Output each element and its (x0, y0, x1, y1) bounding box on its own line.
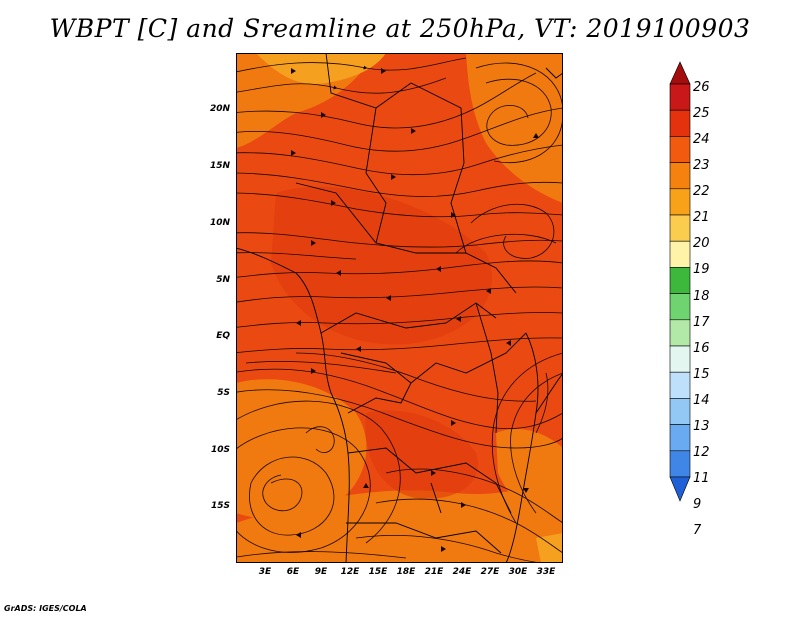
lon-label-27e: 27E (480, 567, 500, 577)
map-border (236, 53, 563, 563)
wbpt-warm-region (271, 186, 493, 345)
colorbar-segment (669, 398, 691, 425)
wbpt-cool-region (236, 473, 563, 563)
colorbar-label-7: 7 (693, 523, 702, 538)
colorbar-segment (669, 371, 691, 399)
grads-credit: GrADS: IGES/COLA (4, 604, 87, 613)
colorbar-label-18: 18 (693, 289, 710, 304)
lat-label-15n: 15N (209, 161, 230, 171)
wbpt-cool-region (466, 53, 563, 203)
map-panel (236, 53, 563, 563)
colorbar-label-21: 21 (693, 210, 710, 225)
lat-label-10n: 10N (209, 218, 230, 228)
colorbar-segment (669, 240, 691, 268)
colorbar-top-arrow (669, 61, 691, 85)
colorbar-segment (669, 214, 691, 242)
chart-title: WBPT [C] and Sreamline at 250hPa, VT: 20… (49, 14, 751, 43)
colorbar-segment (669, 267, 691, 294)
lon-label-12e: 12E (340, 567, 360, 577)
lon-label-9e: 9E (314, 567, 328, 577)
colorbar-label-9: 9 (693, 497, 702, 512)
lon-label-24e: 24E (452, 567, 472, 577)
colorbar-label-24: 24 (693, 132, 710, 147)
lon-label-30e: 30E (508, 567, 528, 577)
wbpt-cool-region (536, 533, 563, 563)
lat-label-15s: 15S (210, 501, 230, 511)
wbpt-warm-region (365, 410, 478, 499)
colorbar-segment (669, 424, 691, 452)
lon-label-3e: 3E (258, 567, 272, 577)
colorbar-segment (669, 109, 691, 137)
lon-label-21e: 21E (424, 567, 444, 577)
lon-label-18e: 18E (396, 567, 416, 577)
colorbar-label-13: 13 (693, 419, 710, 434)
colorbar-segment (669, 162, 691, 190)
wbpt-cool-region (496, 428, 563, 523)
colorbar-label-22: 22 (693, 184, 710, 199)
wbpt-streamline-map (236, 53, 563, 563)
lon-label-15e: 15E (368, 567, 388, 577)
lat-label-eq: EQ (216, 331, 230, 341)
colorbar-label-11: 11 (693, 471, 710, 486)
colorbar-label-16: 16 (693, 341, 710, 356)
colorbar-label-19: 19 (693, 262, 710, 277)
lon-label-33e: 33E (536, 567, 556, 577)
colorbar-label-26: 26 (693, 80, 710, 95)
colorbar-label-23: 23 (693, 158, 710, 173)
colorbar-segment (669, 83, 691, 111)
lat-label-20n: 20N (209, 104, 230, 114)
colorbar-segment (669, 450, 691, 478)
lat-label-5n: 5N (216, 275, 230, 285)
colorbar-label-25: 25 (693, 106, 710, 121)
streamline-arrows (291, 68, 539, 552)
colorbar-label-20: 20 (693, 236, 710, 251)
wbpt-cool-region (256, 53, 386, 84)
lat-label-10s: 10S (210, 445, 230, 455)
colorbar-segment (669, 345, 691, 373)
colorbar-segment (669, 319, 691, 347)
borders (236, 53, 563, 563)
colorbar-segment (669, 136, 691, 163)
streamlines (236, 57, 563, 563)
colorbar-label-17: 17 (693, 315, 710, 330)
colorbar-segment (669, 293, 691, 321)
lon-label-6e: 6E (286, 567, 300, 577)
colorbar-label-12: 12 (693, 445, 710, 460)
colorbar-bottom-arrow (669, 476, 691, 502)
colorbar (669, 61, 691, 502)
wbpt-cool-region (236, 379, 367, 520)
colorbar-segment (669, 188, 691, 216)
lat-label-5s: 5S (217, 388, 230, 398)
colorbar-label-15: 15 (693, 367, 710, 382)
colorbar-label-14: 14 (693, 393, 710, 408)
